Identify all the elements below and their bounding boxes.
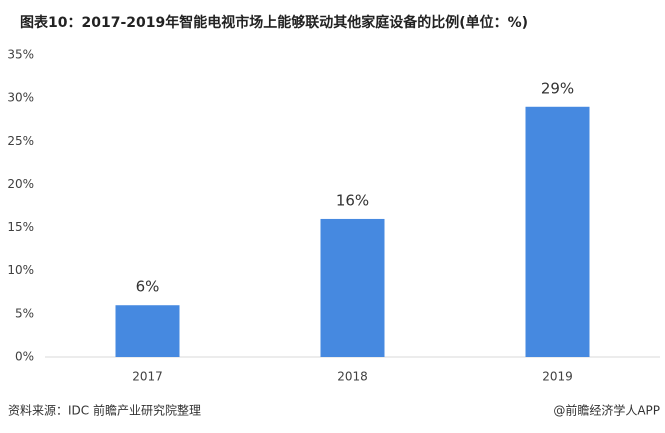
y-tick-label: 30% [7, 91, 34, 105]
value-label: 16% [336, 191, 369, 209]
y-tick-label: 20% [7, 177, 34, 191]
x-tick-label: 2018 [337, 370, 368, 384]
value-label: 6% [136, 278, 160, 296]
y-tick-label: 25% [7, 134, 34, 148]
value-label: 29% [541, 79, 574, 97]
chart-title: 图表10：2017-2019年智能电视市场上能够联动其他家庭设备的比例(单位：%… [20, 14, 528, 31]
y-tick-label: 35% [7, 48, 34, 62]
y-tick-label: 0% [15, 350, 34, 364]
source: 资料来源：IDC 前瞻产业研究院整理 [8, 403, 201, 418]
y-tick-label: 5% [15, 306, 34, 320]
y-tick-label: 15% [7, 220, 34, 234]
bar [320, 218, 385, 357]
bar [115, 305, 180, 357]
bar [525, 106, 590, 358]
credit: @前瞻经济学人APP [553, 403, 660, 418]
x-tick-label: 2019 [542, 370, 573, 384]
y-tick-label: 10% [7, 263, 34, 277]
x-tick-label: 2017 [132, 370, 163, 384]
